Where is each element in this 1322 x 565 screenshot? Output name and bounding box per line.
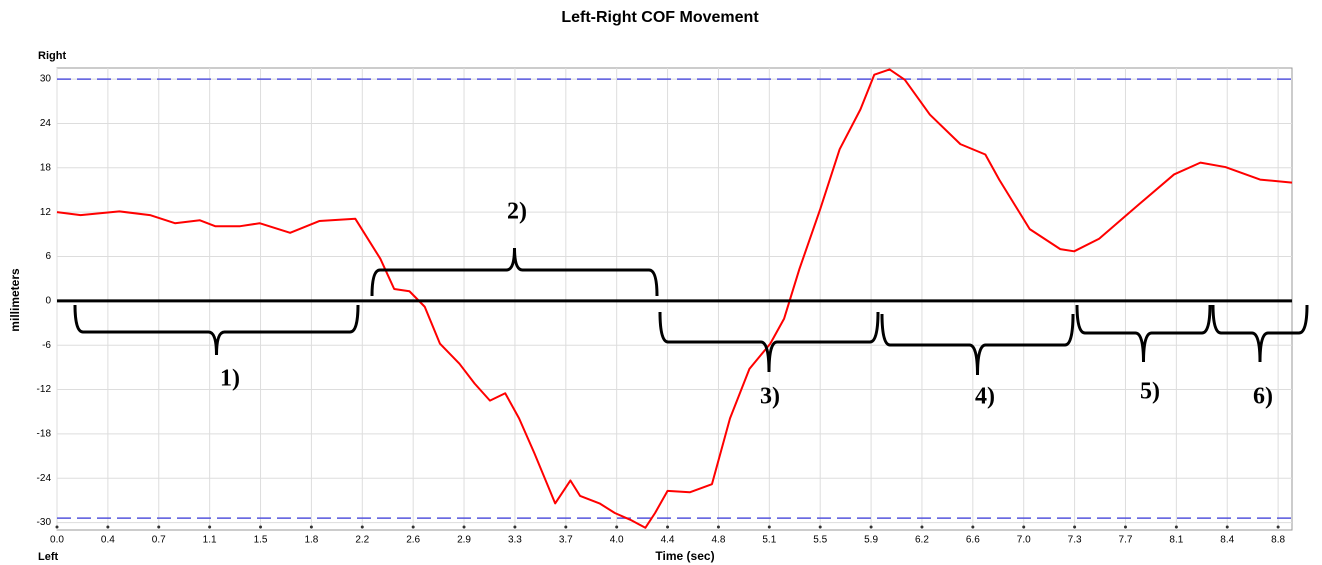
x-tick-dot bbox=[411, 525, 415, 529]
x-tick-dot bbox=[920, 525, 924, 529]
x-tick-dot bbox=[1225, 525, 1229, 529]
y-tick-label: 18 bbox=[40, 162, 52, 173]
x-tick-label: 7.7 bbox=[1119, 535, 1133, 546]
x-tick-dot bbox=[767, 525, 771, 529]
y-tick-label: -12 bbox=[37, 384, 52, 395]
bracket bbox=[370, 247, 659, 297]
y-tick-label: 30 bbox=[40, 74, 52, 85]
x-tick-dot bbox=[1073, 525, 1077, 529]
y-top-label: Right bbox=[38, 50, 66, 62]
x-tick-dot bbox=[971, 525, 975, 529]
x-tick-dot bbox=[360, 525, 364, 529]
y-tick-label: 6 bbox=[45, 251, 51, 262]
x-tick-label: 8.1 bbox=[1169, 535, 1183, 546]
x-tick-label: 4.8 bbox=[711, 535, 725, 546]
x-tick-dot bbox=[716, 525, 720, 529]
y-tick-label: 12 bbox=[40, 207, 52, 218]
x-tick-label: 8.4 bbox=[1220, 535, 1234, 546]
x-tick-label: 2.6 bbox=[406, 535, 420, 546]
x-tick-dot bbox=[513, 525, 517, 529]
x-tick-dot bbox=[106, 525, 110, 529]
x-tick-dot bbox=[1174, 525, 1178, 529]
x-tick-label: 6.6 bbox=[966, 535, 980, 546]
x-tick-dot bbox=[1022, 525, 1026, 529]
x-tick-dot bbox=[55, 525, 59, 529]
x-tick-label: 2.2 bbox=[355, 535, 369, 546]
x-tick-dot bbox=[666, 525, 670, 529]
y-tick-label: -30 bbox=[37, 517, 52, 528]
x-tick-label: 0.7 bbox=[152, 535, 166, 546]
x-tick-label: 0.0 bbox=[50, 535, 64, 546]
x-tick-label: 5.5 bbox=[813, 535, 827, 546]
x-tick-label: 1.5 bbox=[254, 535, 268, 546]
x-tick-dot bbox=[208, 525, 212, 529]
x-axis-label: Time (sec) bbox=[655, 549, 714, 563]
x-tick-dot bbox=[1123, 525, 1127, 529]
x-tick-dot bbox=[259, 525, 263, 529]
x-tick-label: 4.4 bbox=[661, 535, 675, 546]
bracket bbox=[1211, 304, 1309, 363]
x-tick-dot bbox=[615, 525, 619, 529]
bracket bbox=[1075, 304, 1212, 363]
x-tick-dot bbox=[869, 525, 873, 529]
bracket bbox=[658, 311, 880, 373]
x-tick-dot bbox=[564, 525, 568, 529]
x-tick-dot bbox=[1276, 525, 1280, 529]
y-tick-label: -24 bbox=[37, 473, 52, 484]
x-tick-label: 4.0 bbox=[610, 535, 624, 546]
x-tick-label: 7.0 bbox=[1017, 535, 1031, 546]
x-tick-label: 3.7 bbox=[559, 535, 573, 546]
x-tick-label: 1.1 bbox=[203, 535, 217, 546]
x-tick-label: 7.3 bbox=[1068, 535, 1082, 546]
data-line bbox=[56, 68, 1293, 529]
x-tick-dot bbox=[309, 525, 313, 529]
chart-title: Left-Right COF Movement bbox=[561, 9, 759, 26]
annotation: 1) bbox=[220, 366, 240, 392]
x-tick-label: 5.1 bbox=[762, 535, 776, 546]
annotation: 5) bbox=[1140, 379, 1160, 405]
x-tick-label: 8.8 bbox=[1271, 535, 1285, 546]
y-bottom-label: Left bbox=[38, 551, 59, 563]
y-axis-label: millimeters bbox=[8, 268, 22, 332]
y-tick-label: -6 bbox=[42, 340, 51, 351]
x-tick-dot bbox=[462, 525, 466, 529]
y-tick-label: 24 bbox=[40, 118, 52, 129]
x-tick-label: 3.3 bbox=[508, 535, 522, 546]
x-tick-label: 5.9 bbox=[864, 535, 878, 546]
annotation: 4) bbox=[975, 384, 995, 410]
y-tick-label: 0 bbox=[45, 295, 51, 306]
bracket bbox=[880, 313, 1075, 376]
x-tick-dot bbox=[818, 525, 822, 529]
x-tick-label: 2.9 bbox=[457, 535, 471, 546]
bracket bbox=[73, 304, 360, 356]
y-tick-label: -18 bbox=[37, 429, 52, 440]
annotation: 2) bbox=[507, 199, 527, 225]
plot-area bbox=[56, 67, 1293, 531]
x-tick-label: 1.8 bbox=[304, 535, 318, 546]
annotation: 3) bbox=[760, 384, 780, 410]
x-tick-label: 0.4 bbox=[101, 535, 115, 546]
annotation: 6) bbox=[1253, 384, 1273, 410]
x-tick-label: 6.2 bbox=[915, 535, 929, 546]
x-tick-dot bbox=[157, 525, 161, 529]
